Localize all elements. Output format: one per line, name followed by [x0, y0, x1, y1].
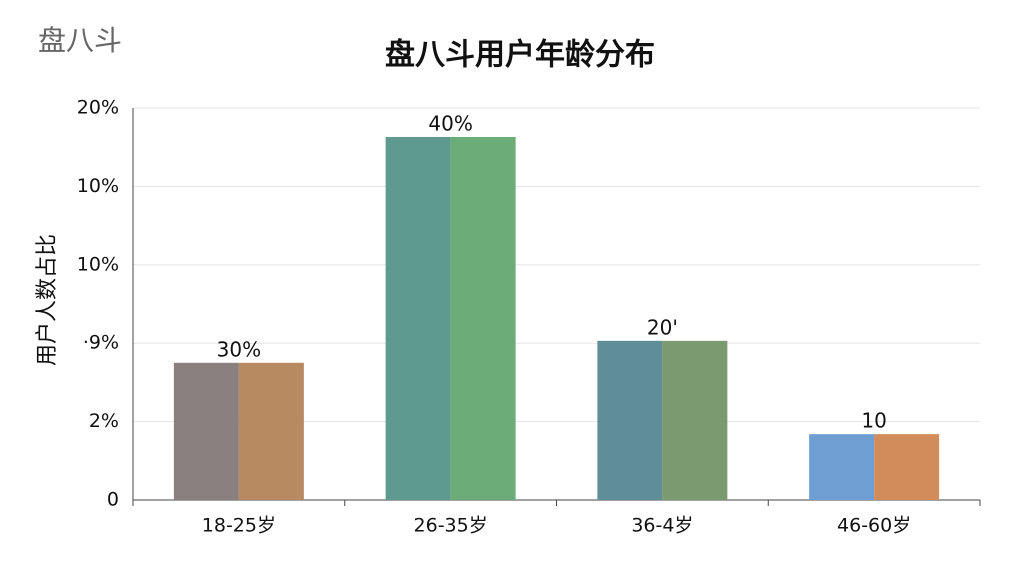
- y-tick-label: 2%: [89, 410, 119, 432]
- bar: [238, 362, 304, 500]
- bar: [173, 362, 239, 500]
- y-tick-label: 20%: [77, 97, 119, 119]
- x-tick-label: 46-60岁: [837, 515, 911, 537]
- bar: [662, 340, 728, 500]
- x-tick-label: 18-25岁: [202, 515, 276, 537]
- x-tick-label: 26-35岁: [414, 515, 488, 537]
- y-tick-label: 0: [107, 489, 119, 511]
- y-tick-label: 10%: [77, 175, 119, 197]
- bar: [874, 434, 940, 500]
- y-axis-label: 用户人数占比: [35, 234, 60, 366]
- bar: [597, 340, 663, 500]
- annotation: 20': [647, 315, 678, 339]
- x-tick-label: 36-4岁: [631, 515, 693, 537]
- bar: [809, 434, 875, 500]
- watermark: 盘八斗: [38, 24, 122, 57]
- annotation: 40%: [428, 112, 472, 136]
- annotation: 30%: [217, 337, 261, 361]
- bar: [385, 137, 451, 500]
- bar: [450, 137, 516, 500]
- chart-title: 盘八斗用户年龄分布: [385, 38, 655, 73]
- annotation: 10: [861, 409, 886, 433]
- y-tick-label: 10%: [77, 253, 119, 275]
- y-tick-label: ·9%: [83, 332, 119, 354]
